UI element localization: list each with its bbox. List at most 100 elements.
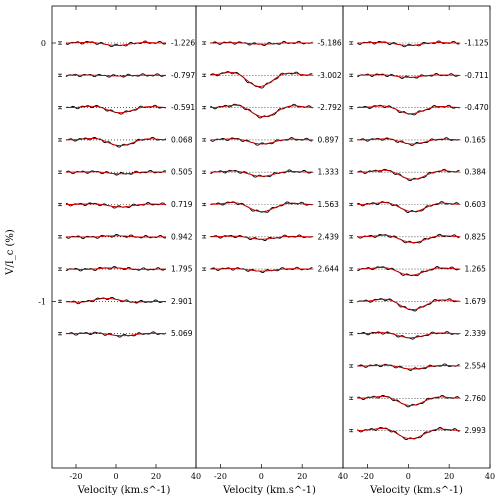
phase-label: 2.644 (317, 265, 339, 274)
phase-label: 0.384 (464, 168, 486, 177)
observed-profile (65, 40, 167, 48)
model-profile (66, 332, 166, 337)
model-profile (66, 235, 166, 238)
observed-profile (210, 266, 313, 273)
model-profile (357, 41, 460, 46)
panel-2: -20 0 20 40 Velocity (km.s^-1) -5.186 -3.002 -2… (195, 5, 348, 496)
phase-label: 0.068 (171, 135, 193, 144)
observed-profile (65, 169, 167, 176)
model-profile (66, 74, 166, 77)
observed-profile (65, 233, 167, 240)
profile-row: 2.439 (202, 232, 339, 241)
model-profile (66, 203, 166, 208)
phase-label: -1.125 (464, 39, 488, 48)
phase-label: -3.002 (317, 71, 341, 80)
profile-row: -0.591 (58, 103, 195, 115)
x-tick-label: 40 (485, 472, 495, 481)
phase-label: -5.186 (317, 39, 341, 48)
profile-row: -1.125 (349, 39, 489, 48)
model-profile (210, 268, 313, 272)
model-profile (66, 41, 166, 46)
profile-row: 0.384 (349, 168, 486, 182)
phase-label: 2.760 (464, 394, 486, 403)
phase-label: 2.993 (464, 426, 486, 435)
observed-profile (357, 394, 460, 408)
profile-row: 0.719 (58, 200, 193, 209)
model-profile (210, 71, 313, 87)
model-profile (357, 74, 460, 78)
phase-label: -0.470 (464, 103, 488, 112)
profile-row: -3.002 (202, 71, 342, 89)
profile-row: 0.603 (349, 200, 486, 213)
observed-profile (210, 234, 313, 241)
model-profile (357, 427, 460, 440)
model-profile (357, 105, 460, 115)
y-tick-label: 0 (41, 39, 46, 48)
phase-label: 2.439 (317, 232, 339, 241)
model-profile (357, 332, 460, 339)
model-profile (66, 105, 166, 114)
observed-profile (210, 71, 313, 89)
x-tick-label: 0 (406, 472, 411, 481)
profile-row: 0.825 (349, 232, 486, 244)
phase-label: 0.603 (464, 200, 486, 209)
model-profile (357, 138, 460, 145)
profile-row: 2.760 (349, 394, 486, 408)
observed-profile (209, 137, 313, 146)
observed-profile (65, 331, 167, 338)
phase-label: 1.563 (317, 200, 339, 209)
model-profile (210, 235, 313, 240)
observed-profile (357, 168, 460, 182)
phase-label: 1.333 (317, 168, 339, 177)
profile-row: 2.339 (349, 329, 486, 340)
profile-row: -0.797 (58, 71, 195, 80)
profile-row: 0.897 (202, 135, 339, 146)
x-tick-label: 20 (151, 472, 161, 481)
model-profile (66, 297, 166, 303)
profile-row: 0.165 (349, 135, 486, 146)
y-axis: 0 -1 (38, 39, 56, 306)
observed-profile (357, 363, 460, 371)
x-axis-title: Velocity (km.s^-1) (77, 485, 171, 496)
profile-row: 1.333 (202, 168, 339, 178)
model-profile (66, 137, 166, 147)
phase-label: -0.591 (171, 103, 195, 112)
profile-row: 0.942 (58, 232, 193, 241)
profile-row: 2.644 (202, 265, 339, 274)
panel-frame (342, 5, 491, 469)
phase-label: 2.901 (171, 297, 193, 306)
phase-label: 2.339 (464, 329, 486, 338)
panels: -20 0 20 40 Velocity (km.s^-1) -1.226 -0.797 -0… (51, 5, 495, 496)
phase-label: 5.069 (171, 329, 193, 338)
phase-label: 0.942 (171, 232, 193, 241)
x-axis-title: Velocity (km.s^-1) (369, 485, 463, 496)
observed-profile (210, 40, 313, 46)
panel-1: -20 0 20 40 Velocity (km.s^-1) -1.226 -0.797 -0… (51, 5, 201, 496)
panel-3: -20 0 20 40 Velocity (km.s^-1) -1.125 -0.711 -0… (342, 5, 495, 496)
model-profile (357, 234, 460, 243)
phase-label: -0.797 (171, 71, 195, 80)
x-axis-title: Velocity (km.s^-1) (222, 485, 316, 496)
phase-label: 1.795 (171, 265, 193, 274)
model-profile (357, 298, 460, 310)
model-profile (357, 202, 460, 213)
profile-row: -5.186 (202, 39, 342, 48)
profile-row: 1.563 (202, 200, 339, 213)
model-profile (357, 267, 460, 276)
profile-row: 0.068 (58, 135, 193, 148)
profile-row: 0.505 (58, 168, 193, 177)
phase-label: -2.792 (317, 103, 341, 112)
x-tick-label: 40 (191, 472, 201, 481)
profile-row: 1.265 (349, 265, 486, 277)
phase-label: 0.897 (317, 135, 339, 144)
model-profile (210, 104, 313, 118)
model-profile (66, 267, 166, 270)
profile-row: 1.795 (58, 265, 193, 274)
x-tick-label: -20 (361, 472, 374, 481)
y-axis-title: V/I_c (%) (5, 229, 16, 276)
observed-profile (65, 202, 167, 209)
model-profile (210, 202, 313, 213)
phase-label: 1.679 (464, 297, 486, 306)
phase-label: 0.719 (171, 200, 193, 209)
profile-row: -0.470 (349, 103, 489, 116)
